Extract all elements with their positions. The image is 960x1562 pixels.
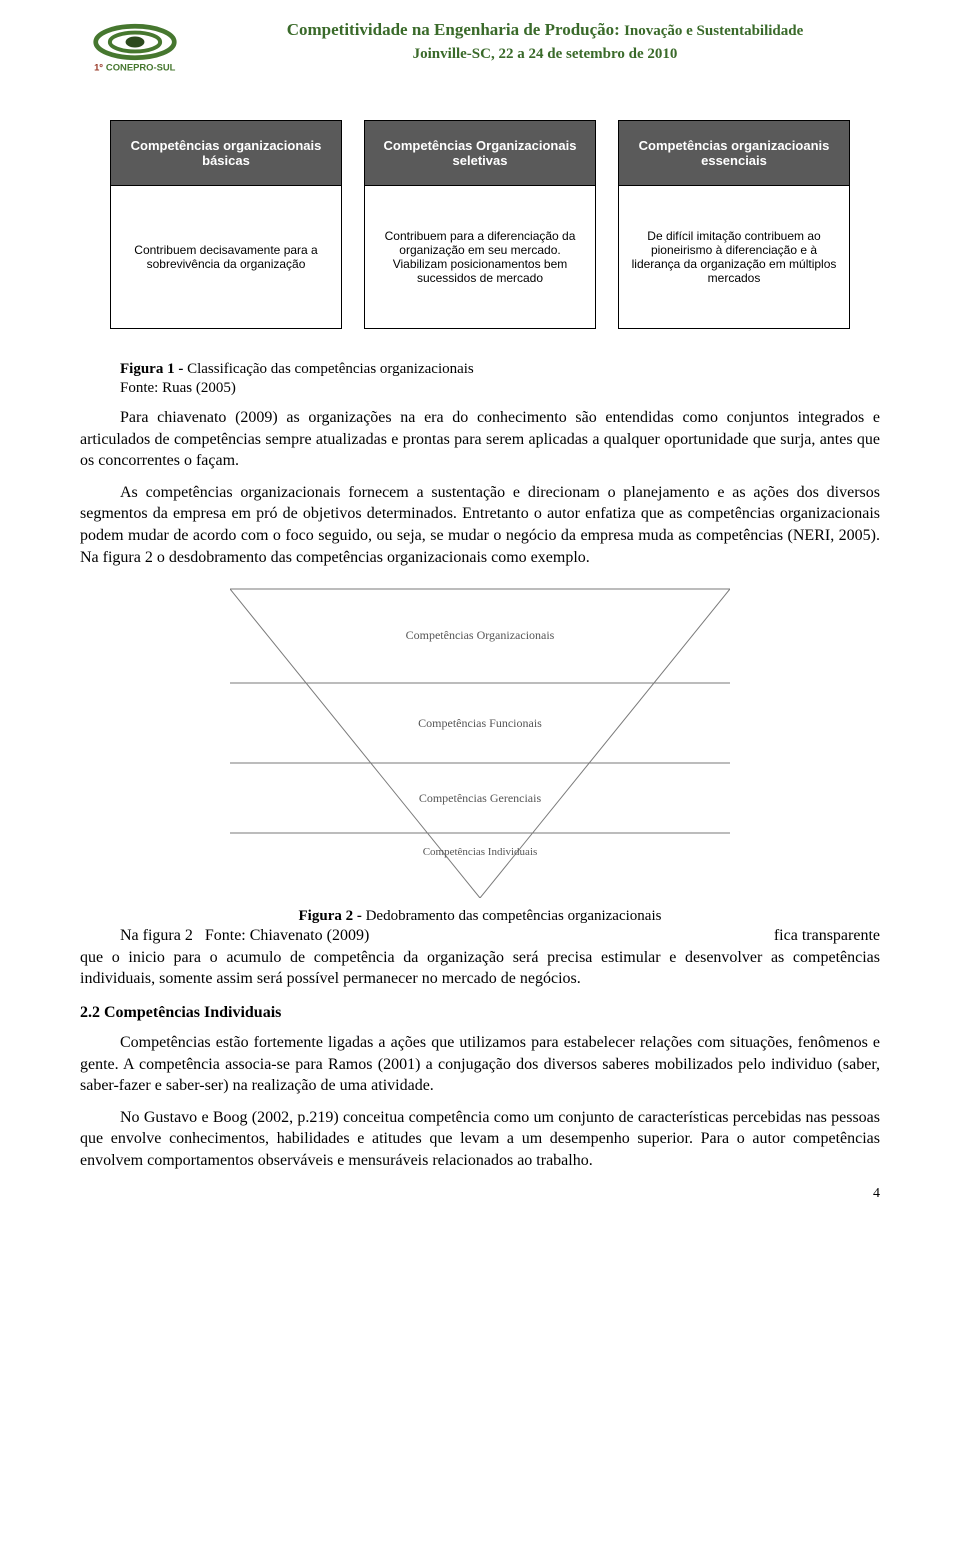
conference-logo: 1º CONEPRO-SUL xyxy=(80,20,190,80)
paragraph-2: As competências organizacionais fornecem… xyxy=(80,482,880,568)
figure1-caption-strong: Figura 1 - xyxy=(120,361,183,377)
figure2-caption-row: Figura 2 - Dedobramento das competências… xyxy=(80,908,880,990)
figure2-level-3: Competências Gerenciais xyxy=(230,791,730,806)
fig2-flow-left: Na figura 2 xyxy=(120,927,193,944)
section-2-2-heading: 2.2 Competências Individuais xyxy=(80,1004,880,1022)
page-number: 4 xyxy=(873,1186,880,1202)
figure2-inline-flow: Na figura 2 Fonte: Chiavenato (2009) fic… xyxy=(80,925,880,947)
figure1-col-1: Competências organizacionais básicas Con… xyxy=(110,120,342,329)
page: 1º CONEPRO-SUL Competitividade na Engenh… xyxy=(0,0,960,1222)
figure1-source: Fonte: Ruas (2005) xyxy=(120,380,880,397)
figure1-header-3: Competências organizacioanis essenciais xyxy=(618,120,850,186)
figure2-level-4: Competências Individuais xyxy=(230,846,730,858)
header-title: Competitividade na Engenharia de Produçã… xyxy=(210,20,880,40)
figure1-header-1: Competências organizacionais básicas xyxy=(110,120,342,186)
figure1-caption: Figura 1 - Classificação das competência… xyxy=(120,359,880,380)
figure1-caption-rest: Classificação das competências organizac… xyxy=(183,361,473,377)
figure2-source: Fonte: Chiavenato (2009) xyxy=(197,927,369,944)
figure1-col-3: Competências organizacioanis essenciais … xyxy=(618,120,850,329)
figure2-caption-strong: Figura 2 - xyxy=(299,908,362,924)
section-2-2-p2: No Gustavo e Boog (2002, p.219) conceitu… xyxy=(80,1107,880,1172)
figure2-caption: Figura 2 - Dedobramento das competências… xyxy=(80,908,880,925)
header-title-main: Competitividade na Engenharia de Produçã… xyxy=(287,20,624,39)
figure1-header-2: Competências Organizacionais seletivas xyxy=(364,120,596,186)
page-header: 1º CONEPRO-SUL Competitividade na Engenh… xyxy=(80,20,880,80)
figure2-svg-wrap: Competências Organizacionais Competência… xyxy=(230,588,730,898)
fig2-flow-right: fica transparente xyxy=(774,925,880,947)
figure1-body-2: Contribuem para a diferenciação da organ… xyxy=(364,186,596,329)
section-2-2-p1: Competências estão fortemente ligadas a … xyxy=(80,1032,880,1097)
fig2-flow-continuation: que o inicio para o acumulo de competênc… xyxy=(80,947,880,990)
header-title-suffix: Inovação e Sustentabilidade xyxy=(624,23,803,39)
figure2-caption-rest: Dedobramento das competências organizaci… xyxy=(362,908,662,924)
svg-text:1º: 1º xyxy=(94,61,103,72)
header-text: Competitividade na Engenharia de Produçã… xyxy=(210,20,880,63)
figure1-body-3: De difícil imitação contribuem ao pionei… xyxy=(618,186,850,329)
figure2-level-1: Competências Organizacionais xyxy=(230,628,730,643)
header-subtitle: Joinville-SC, 22 a 24 de setembro de 201… xyxy=(210,46,880,63)
figure1-col-2: Competências Organizacionais seletivas C… xyxy=(364,120,596,329)
eye-logo-icon: 1º CONEPRO-SUL xyxy=(80,20,190,75)
figure2-level-2: Competências Funcionais xyxy=(230,716,730,731)
svg-text:CONEPRO-SUL: CONEPRO-SUL xyxy=(106,61,176,72)
figure1-boxes: Competências organizacionais básicas Con… xyxy=(110,120,850,329)
paragraph-1: Para chiavenato (2009) as organizações n… xyxy=(80,407,880,472)
figure1-body-1: Contribuem decisavamente para a sobreviv… xyxy=(110,186,342,329)
figure2-triangle: Competências Organizacionais Competência… xyxy=(230,588,730,898)
